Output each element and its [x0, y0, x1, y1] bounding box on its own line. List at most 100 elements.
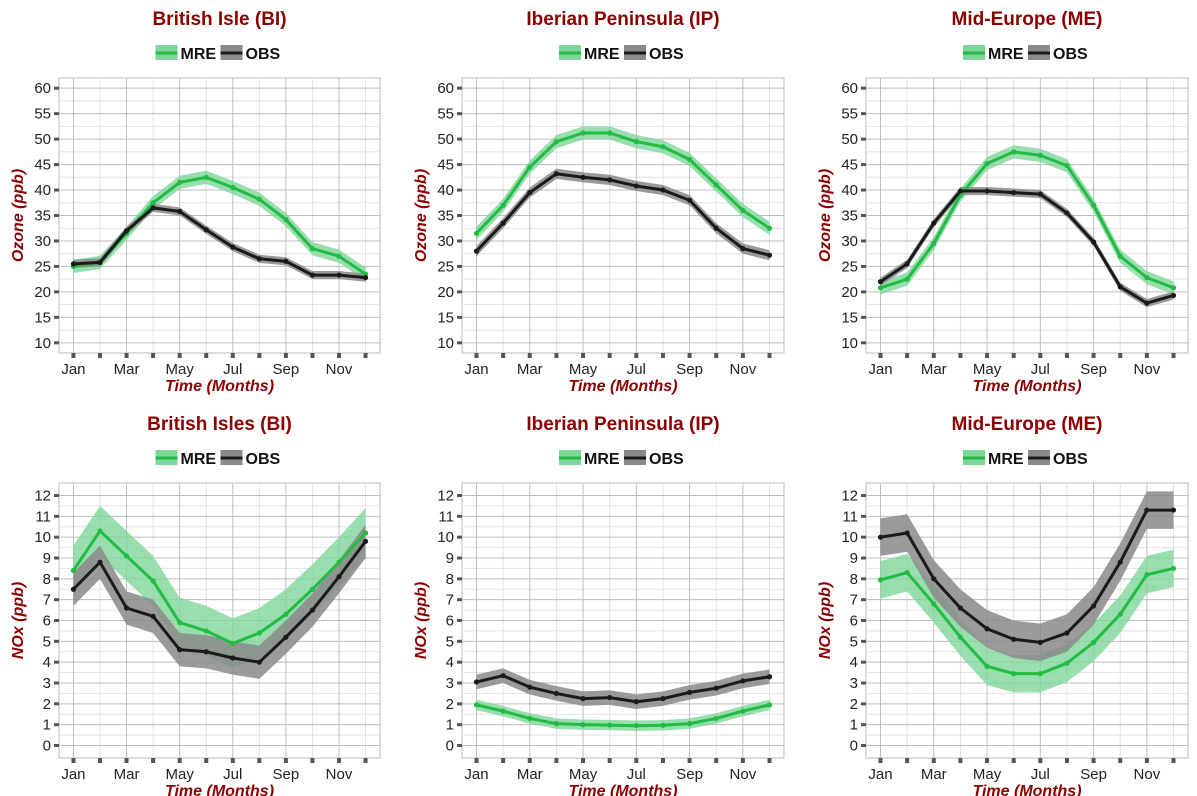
data-point-obs: [177, 647, 183, 653]
data-point-obs: [123, 605, 130, 611]
y-tick-mark: [457, 535, 462, 539]
x-tick-mark: [905, 758, 910, 763]
x-tick-mark: [474, 353, 479, 358]
y-tick-mark: [457, 239, 462, 243]
data-point-mre: [473, 702, 480, 708]
data-point-obs: [553, 690, 560, 697]
data-point-obs: [957, 188, 964, 194]
y-tick-mark: [861, 702, 866, 706]
y-tick-label: 35: [841, 208, 858, 225]
y-tick-mark: [861, 744, 866, 747]
data-point-mre: [1117, 253, 1123, 259]
data-point-mre: [633, 139, 639, 145]
y-tick-label: 40: [34, 182, 51, 199]
y-tick-mark: [54, 264, 59, 268]
x-tick-mark: [336, 758, 341, 763]
series-line-obs: [474, 172, 772, 257]
series-line-mre: [878, 150, 1176, 290]
y-tick-mark: [457, 619, 462, 622]
data-point-mre: [1117, 611, 1123, 617]
x-tick-mark: [931, 353, 936, 358]
y-tick-label: 25: [437, 258, 454, 275]
chart-title: Iberian Peninsula (IP): [526, 9, 719, 30]
y-tick-mark: [457, 514, 462, 518]
y-tick-mark: [861, 723, 866, 727]
data-point-obs: [686, 197, 693, 203]
legend-label-obs: OBS: [649, 46, 684, 63]
legend: MRE OBS: [963, 450, 1088, 468]
data-point-obs: [1011, 189, 1017, 196]
y-tick-mark: [457, 214, 462, 217]
x-tick-mark: [177, 353, 182, 358]
y-tick-label: 30: [841, 233, 858, 250]
y-tick-mark: [861, 598, 866, 602]
y-tick-mark: [54, 239, 59, 243]
data-point-mre: [686, 721, 693, 727]
data-point-mre: [957, 634, 964, 640]
y-tick-label: 45: [841, 157, 858, 174]
y-tick-label: 55: [437, 106, 454, 123]
y-tick-label: 8: [446, 571, 454, 588]
data-point-obs: [607, 694, 613, 701]
y-tick-label: 2: [446, 696, 454, 713]
y-tick-label: 12: [34, 488, 51, 505]
x-tick-mark: [581, 353, 586, 358]
y-tick-label: 10: [437, 335, 454, 352]
y-tick-mark: [861, 315, 866, 319]
y-tick-label: 50: [841, 131, 858, 148]
data-point-obs: [553, 171, 560, 177]
series-band-obs: [476, 168, 770, 261]
y-tick-label: 1: [446, 717, 454, 734]
y-tick-mark: [861, 290, 866, 294]
x-tick-mark: [336, 353, 341, 358]
x-tick-mark: [554, 353, 559, 358]
x-tick-mark: [554, 758, 559, 763]
series-line-obs: [878, 189, 1176, 305]
data-point-obs: [283, 258, 289, 264]
chart-title: British Isles (BI): [147, 414, 292, 435]
data-point-mre: [660, 144, 666, 150]
chart-title: British Isle (BI): [152, 9, 286, 30]
x-tick-label: May: [973, 361, 1002, 378]
y-tick-label: 10: [841, 529, 858, 546]
legend-label-obs: OBS: [246, 451, 281, 468]
chart-panel-4: British Isles (BI)MRE OBS0123456789101112…: [10, 414, 381, 796]
legend-label-mre: MRE: [988, 46, 1024, 63]
x-tick-mark: [1171, 353, 1176, 358]
x-tick-label: May: [569, 361, 598, 378]
y-tick-label: 2: [43, 696, 51, 713]
series-band-mre: [880, 145, 1174, 295]
x-tick-label: Nov: [326, 361, 353, 378]
y-tick-label: 0: [850, 738, 858, 755]
data-point-obs: [1117, 559, 1123, 565]
x-tick-mark: [230, 353, 235, 358]
x-tick-label: Mar: [921, 766, 947, 783]
series-band-obs: [476, 668, 770, 710]
series-band-obs: [880, 491, 1174, 662]
x-tick-label: Jan: [868, 361, 892, 378]
y-tick-label: 3: [446, 675, 454, 692]
x-tick-label: Mar: [114, 361, 140, 378]
legend: MRE OBS: [963, 45, 1088, 63]
legend-label-obs: OBS: [649, 451, 684, 468]
series-line-obs: [71, 206, 368, 280]
data-point-obs: [877, 534, 884, 540]
data-point-obs: [123, 228, 130, 234]
y-tick-label: 7: [850, 592, 858, 609]
data-point-obs: [660, 696, 666, 702]
x-tick-mark: [767, 758, 772, 763]
y-tick-mark: [54, 681, 59, 685]
y-tick-label: 60: [437, 80, 454, 97]
y-tick-label: 9: [446, 550, 454, 567]
x-tick-label: Mar: [517, 361, 543, 378]
y-tick-mark: [457, 137, 462, 141]
y-tick-label: 6: [850, 613, 858, 630]
data-point-obs: [607, 177, 613, 183]
data-point-mre: [740, 708, 746, 714]
x-tick-label: May: [165, 766, 194, 783]
x-tick-mark: [878, 758, 883, 763]
data-point-mre: [931, 601, 937, 607]
x-tick-mark: [931, 758, 936, 763]
y-tick-label: 10: [34, 529, 51, 546]
x-tick-mark: [204, 758, 209, 763]
